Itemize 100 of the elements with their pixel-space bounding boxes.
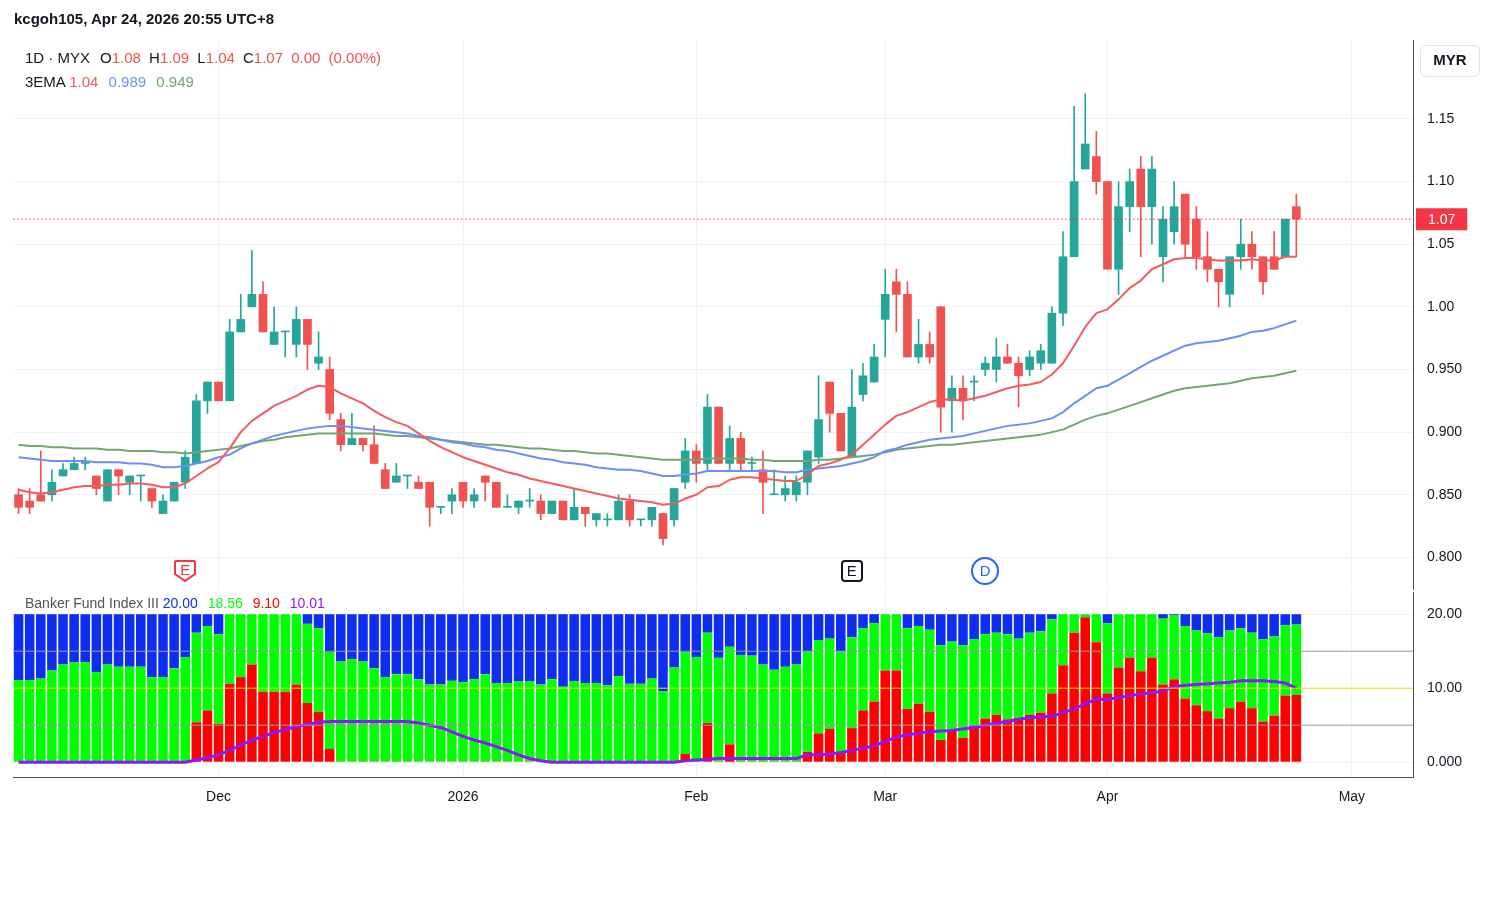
candlestick [558,500,568,521]
bar [91,614,102,672]
bar [402,614,413,675]
bar [813,640,824,734]
bar [24,614,35,681]
text: O1.08 H1.09 L1.04 C1.07 0.00 (0.00%) [100,49,382,66]
bar [1291,614,1302,625]
bar [124,666,135,762]
bar [524,681,535,762]
bar [1124,657,1135,762]
bar [1013,638,1024,718]
bar [902,628,913,709]
annotation: E [180,561,191,578]
x-tick-label: Mar [873,788,898,805]
bar [724,614,735,647]
bar [324,614,335,652]
bar [491,683,502,762]
y-tick-label: 0.850 [1427,485,1463,502]
y-tick-label: 1.15 [1427,109,1455,126]
bar [1224,614,1235,631]
text: MYR [1433,51,1467,69]
bar [1202,711,1213,762]
bar [1213,614,1224,638]
bar [302,623,313,703]
y-tick-label: 0.800 [1427,548,1463,565]
bar [113,614,124,667]
bar [1013,614,1024,639]
bar [1191,614,1202,631]
bar [613,676,624,762]
bar [802,651,813,752]
bar [702,614,713,633]
bar [1024,632,1035,715]
bar [1102,623,1113,694]
bar [91,671,102,762]
bar [202,614,213,627]
y-tick-label: 10.00 [1427,679,1463,696]
x-tick-label: Apr [1096,788,1119,805]
y-tick-label: 0.000 [1427,753,1463,770]
y-tick-label: 0.950 [1427,360,1463,377]
bar [1291,694,1302,762]
bar [991,632,1002,715]
bar [391,614,402,675]
y-tick-label: 1.05 [1427,235,1455,252]
bar [213,614,224,635]
bar [902,614,913,629]
bar [591,683,602,762]
bar [1113,667,1124,762]
bar [713,657,724,762]
bar [491,614,502,684]
bar [313,614,324,629]
bar [324,748,335,762]
bar [713,614,724,658]
bar [891,670,902,762]
bar [513,681,524,762]
bar [591,614,602,684]
bar [302,614,313,624]
annotation: 3EMA 1.04 0.989 0.949 [25,73,194,90]
x-tick-label: Feb [684,788,709,805]
chart-title: Banker Fund Index III 20.00 18.56 9.10 10.01 [25,595,325,611]
bar [624,614,635,684]
bar [924,629,935,712]
x-tick-label: 2026 [447,788,479,805]
bar [1002,614,1013,635]
bar [1224,708,1235,762]
bar [13,614,24,681]
bar [1002,634,1013,720]
bar [24,680,35,762]
bar [191,614,202,633]
bar [502,683,513,762]
y-tick-label: 1.10 [1427,172,1455,189]
bar [724,646,735,745]
bar [202,626,213,711]
bar [102,614,113,665]
bar [291,614,302,685]
bar [791,614,802,665]
bar [1102,614,1113,624]
bar [502,614,513,684]
bar [624,683,635,762]
bar [213,634,224,724]
bar [224,614,235,684]
bar [1091,642,1102,762]
text: kcgoh105, Apr 24, 2026 20:55 UTC+8 [14,10,274,27]
bar [13,680,24,762]
bar [602,685,613,762]
text: 1D · MYX [25,49,91,66]
x-tick-label: Dec [206,788,232,805]
bar [913,614,924,627]
bar [691,614,702,658]
y-tick-label: 1.00 [1427,297,1455,314]
bar [391,674,402,762]
bar [1124,614,1135,658]
annotation: E [846,562,857,579]
bar [891,614,902,671]
bar [424,614,435,685]
bar [424,684,435,762]
candlestick [836,413,846,452]
bar [813,614,824,641]
bar [1213,718,1224,762]
x-tick-label: May [1338,788,1366,805]
bar [1113,614,1124,668]
